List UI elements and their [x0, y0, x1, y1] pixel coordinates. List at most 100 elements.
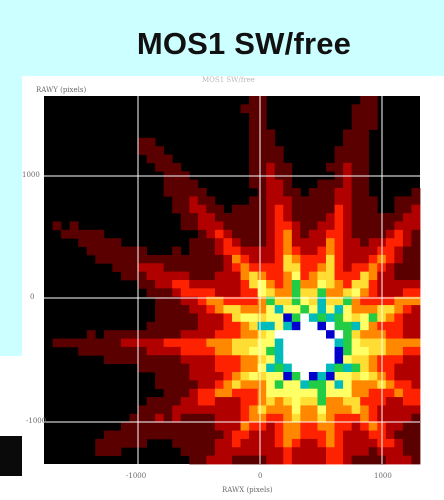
- psf-cell: [326, 346, 335, 356]
- psf-cell: [146, 363, 156, 373]
- psf-cell: [249, 313, 259, 323]
- psf-cell: [112, 246, 122, 256]
- psf-cell: [189, 405, 199, 415]
- psf-cell: [197, 313, 207, 323]
- psf-cell: [232, 330, 241, 339]
- psf-cell: [249, 104, 259, 114]
- psf-cell: [351, 321, 361, 331]
- psf-cell: [317, 321, 327, 331]
- psf-cell: [360, 254, 370, 264]
- psf-cell: [172, 355, 182, 365]
- psf-cell: [163, 422, 173, 431]
- psf-cell: [266, 305, 276, 314]
- psf-cell: [351, 338, 361, 348]
- psf-cell: [300, 321, 310, 331]
- psf-cell: [120, 254, 130, 264]
- psf-cell: [291, 204, 301, 214]
- psf-cell: [180, 288, 190, 298]
- psf-cell: [146, 321, 156, 331]
- psf-cell: [266, 338, 276, 348]
- psf-cell: [155, 346, 165, 356]
- psf-cell: [326, 280, 335, 289]
- psf-cell: [103, 355, 113, 365]
- psf-cell: [300, 288, 310, 298]
- psf-cell: [360, 330, 370, 339]
- psf-cell: [206, 346, 216, 356]
- psf-cell: [163, 388, 173, 398]
- psf-cell: [189, 213, 199, 222]
- psf-cell: [240, 346, 250, 356]
- psf-cell: [206, 288, 216, 298]
- psf-cell: [163, 271, 173, 281]
- psf-cell: [257, 246, 267, 256]
- psf-cell: [266, 455, 276, 465]
- psf-cell: [274, 204, 284, 214]
- psf-cell: [206, 213, 216, 222]
- psf-cell: [283, 162, 293, 172]
- psf-cell: [360, 363, 370, 373]
- psf-cell: [274, 246, 284, 256]
- psf-cell: [189, 372, 199, 381]
- psf-cell: [223, 355, 233, 365]
- psf-cell: [146, 146, 156, 155]
- psf-cell: [120, 246, 130, 256]
- psf-cell: [206, 405, 216, 415]
- psf-cell: [206, 438, 216, 448]
- psf-cell: [189, 388, 199, 398]
- psf-cell: [266, 179, 276, 189]
- psf-cell: [368, 238, 378, 247]
- psf-cell: [232, 455, 241, 465]
- psf-cell: [411, 280, 421, 289]
- psf-cell: [385, 422, 395, 431]
- psf-cell: [120, 330, 130, 339]
- psf-cell: [120, 263, 130, 273]
- psf-cell: [360, 179, 370, 189]
- psf-cell: [266, 380, 276, 390]
- psf-cell: [232, 213, 241, 222]
- psf-cell: [291, 188, 301, 197]
- psf-cell: [180, 221, 190, 231]
- psf-cell: [257, 438, 267, 448]
- psf-cell: [308, 455, 318, 465]
- psf-cell: [223, 288, 233, 298]
- psf-cell: [317, 397, 327, 406]
- psf-cell: [249, 121, 259, 130]
- psf-cell: [180, 338, 190, 348]
- psf-cell: [163, 162, 173, 172]
- psf-cell: [249, 162, 259, 172]
- psf-cell: [360, 313, 370, 323]
- psf-cell: [360, 96, 370, 105]
- psf-cell: [300, 388, 310, 398]
- psf-cell: [214, 263, 224, 273]
- psf-cell: [274, 447, 284, 457]
- psf-cell: [360, 397, 370, 406]
- psf-cell: [274, 355, 284, 365]
- psf-cell: [300, 438, 310, 448]
- psf-cell: [334, 346, 344, 356]
- psf-cell: [411, 438, 421, 448]
- psf-cell: [351, 104, 361, 114]
- psf-cell: [214, 405, 224, 415]
- psf-cell: [180, 397, 190, 406]
- psf-cell: [197, 271, 207, 281]
- psf-cell: [232, 271, 241, 281]
- psf-cell: [334, 221, 344, 231]
- psf-cell: [249, 321, 259, 331]
- psf-cell: [180, 313, 190, 323]
- psf-cell: [146, 405, 156, 415]
- psf-cell: [274, 238, 284, 247]
- psf-cell: [308, 229, 318, 239]
- psf-cell: [368, 380, 378, 390]
- psf-cell: [394, 422, 404, 431]
- psf-cell: [394, 280, 404, 289]
- psf-cell: [172, 388, 182, 398]
- psf-cell: [214, 397, 224, 406]
- psf-cell: [283, 213, 293, 222]
- psf-cell: [402, 229, 412, 239]
- psf-cell: [334, 363, 344, 373]
- psf-cell: [257, 346, 267, 356]
- psf-cell: [326, 455, 335, 465]
- psf-cell: [257, 280, 267, 289]
- psf-cell: [266, 405, 276, 415]
- psf-cell: [334, 321, 344, 331]
